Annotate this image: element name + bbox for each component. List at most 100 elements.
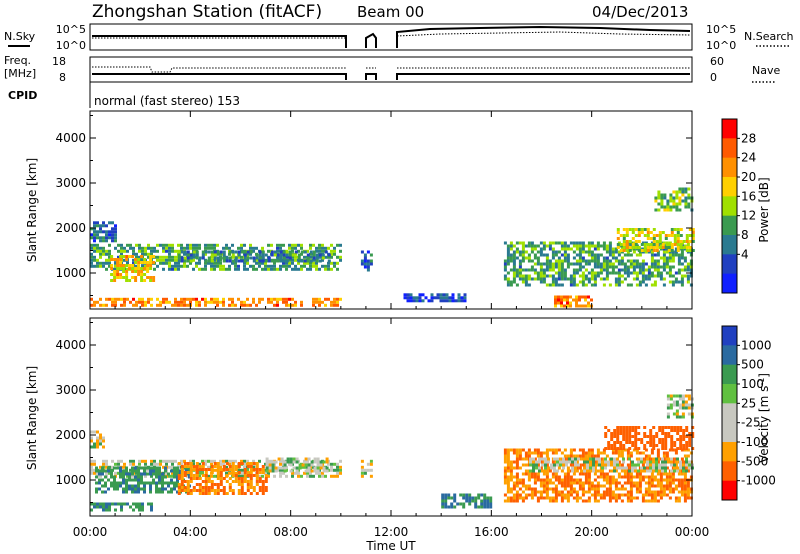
data-cell xyxy=(680,280,684,284)
data-cell xyxy=(527,475,531,479)
data-cell xyxy=(506,454,510,458)
data-cell xyxy=(327,259,331,263)
data-cell xyxy=(662,253,666,257)
data-cell xyxy=(641,475,645,479)
data-cell xyxy=(572,241,576,245)
data-cell xyxy=(607,463,610,467)
data-cell xyxy=(625,466,628,470)
data-cell xyxy=(459,502,463,506)
data-cell xyxy=(258,480,262,483)
data-cell xyxy=(622,457,625,461)
data-cell xyxy=(237,480,241,483)
data-cell xyxy=(309,252,312,256)
data-cell xyxy=(521,481,525,485)
data-cell xyxy=(126,474,129,478)
data-cell xyxy=(319,460,323,464)
data-cell xyxy=(667,249,671,252)
data-cell xyxy=(653,496,657,500)
data-cell xyxy=(635,484,639,488)
data-cell xyxy=(486,505,490,509)
data-cell xyxy=(98,478,101,482)
data-cell xyxy=(593,460,597,464)
data-cell xyxy=(680,457,684,461)
data-cell xyxy=(315,261,318,265)
data-cell xyxy=(444,499,448,503)
data-cell xyxy=(228,264,231,268)
data-cell xyxy=(140,478,143,482)
colorbar-swatch xyxy=(722,119,737,139)
data-cell xyxy=(183,480,187,483)
data-cell xyxy=(577,463,580,467)
data-cell xyxy=(653,280,657,284)
data-cell xyxy=(675,412,679,416)
data-cell xyxy=(629,271,633,275)
data-cell xyxy=(641,457,645,461)
data-cell xyxy=(545,259,549,263)
data-cell xyxy=(300,303,303,307)
data-cell xyxy=(249,492,253,495)
data-cell xyxy=(575,253,579,257)
data-cell xyxy=(590,241,594,245)
data-cell xyxy=(282,462,285,466)
data-cell xyxy=(626,481,630,485)
data-cell xyxy=(264,489,268,492)
data-cell xyxy=(366,462,370,466)
data-cell xyxy=(613,432,617,435)
data-cell xyxy=(662,478,666,482)
data-cell xyxy=(258,297,261,301)
data-cell xyxy=(105,459,108,463)
data-cell xyxy=(587,499,591,503)
data-cell xyxy=(605,244,609,248)
data-cell xyxy=(662,265,666,269)
data-cell xyxy=(179,469,182,473)
data-cell xyxy=(602,484,606,488)
data-cell xyxy=(110,267,114,270)
data-cell xyxy=(96,224,99,228)
data-cell xyxy=(506,256,510,260)
data-cell xyxy=(638,475,642,479)
data-cell xyxy=(596,475,600,479)
data-cell xyxy=(149,487,152,491)
data-cell xyxy=(611,271,615,275)
data-cell xyxy=(131,484,134,488)
data-cell xyxy=(530,250,534,254)
data-cell xyxy=(111,230,114,234)
date-label: 04/Dec/2013 xyxy=(592,3,688,21)
data-cell xyxy=(683,268,687,272)
data-cell xyxy=(617,481,621,485)
data-cell xyxy=(114,236,117,240)
data-cell xyxy=(135,471,138,475)
data-cell xyxy=(261,483,265,486)
data-cell xyxy=(330,255,333,259)
data-cell xyxy=(622,426,626,429)
data-cell xyxy=(170,481,173,485)
data-cell xyxy=(545,463,549,467)
data-cell xyxy=(650,283,654,287)
data-cell xyxy=(560,277,564,281)
data-cell xyxy=(321,264,324,268)
data-cell xyxy=(581,304,584,308)
data-cell xyxy=(146,261,150,264)
data-cell xyxy=(137,267,141,270)
data-cell xyxy=(578,496,582,500)
data-cell xyxy=(646,460,649,464)
data-cell xyxy=(655,469,658,473)
data-cell xyxy=(590,259,594,263)
data-cell xyxy=(617,280,621,284)
data-cell xyxy=(657,196,661,200)
data-cell xyxy=(283,469,287,473)
data-cell xyxy=(231,259,235,263)
data-cell xyxy=(626,472,630,476)
data-cell xyxy=(578,304,581,308)
data-cell xyxy=(635,472,639,476)
data-cell xyxy=(192,250,196,254)
data-cell xyxy=(228,303,231,307)
data-cell xyxy=(207,250,211,254)
data-cell xyxy=(192,297,195,301)
data-cell xyxy=(515,247,519,251)
data-cell xyxy=(339,249,342,253)
data-cell xyxy=(246,474,250,477)
data-cell xyxy=(192,462,195,466)
data-cell xyxy=(638,280,642,284)
data-cell xyxy=(213,462,217,465)
